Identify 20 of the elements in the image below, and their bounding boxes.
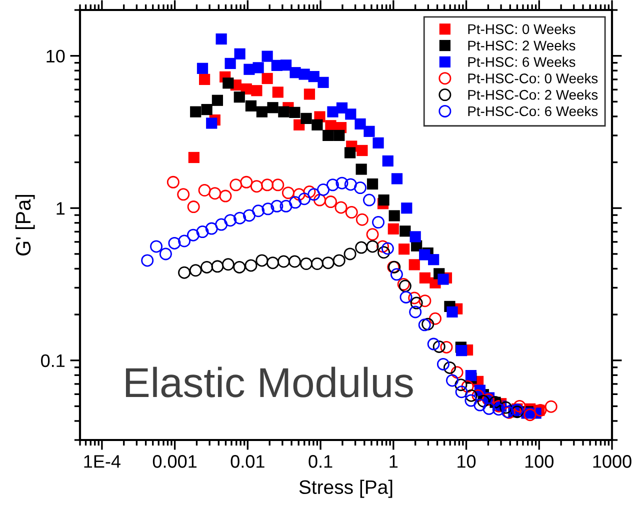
y-tick-label: 1	[56, 202, 65, 215]
x-tick-label: 1E-4	[84, 455, 120, 468]
x-tick-label: 1000	[593, 455, 632, 468]
x-tick-label: 0.01	[230, 455, 264, 468]
x-tick-label: 1	[390, 455, 398, 468]
legend-label: Pt-HSC-Co: 2 Weeks	[468, 90, 598, 100]
legend-label: Pt-HSC: 6 Weeks	[468, 56, 576, 67]
x-tick-label: 100	[525, 455, 554, 468]
legend-label: Pt-HSC: 2 Weeks	[468, 40, 576, 51]
y-axis-title: G' [Pa]	[15, 194, 35, 256]
x-tick-label: 0.001	[152, 455, 197, 468]
y-tick-label: 10	[46, 50, 65, 63]
x-tick-label: 10	[458, 455, 476, 468]
legend-label: Pt-HSC: 0 Weeks	[468, 24, 576, 34]
annotation: Elastic Modulus	[126, 366, 413, 398]
legend-label: Pt-HSC-Co: 6 Weeks	[468, 106, 598, 116]
y-tick-label: 0.1	[41, 354, 65, 368]
legend-label: Pt-HSC-Co: 0 Weeks	[468, 73, 598, 84]
x-tick-label: 0.1	[308, 455, 332, 468]
x-axis-title: Stress [Pa]	[299, 480, 392, 498]
